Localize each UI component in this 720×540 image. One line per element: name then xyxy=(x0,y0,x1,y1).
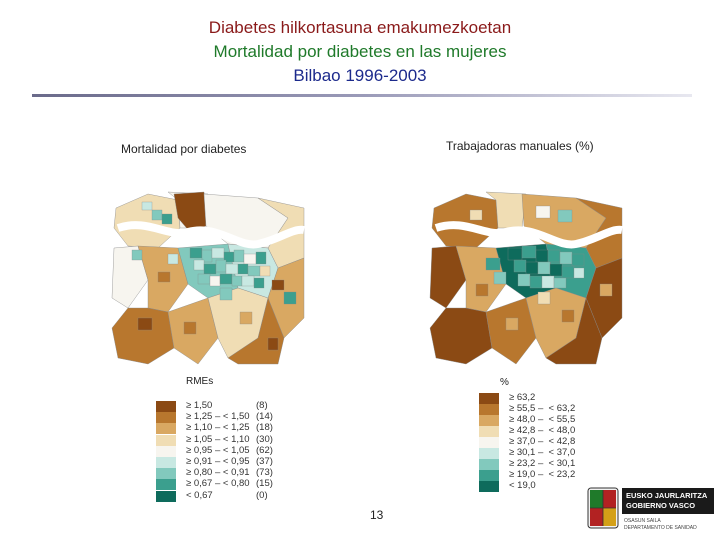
legend-label: < 0,67 xyxy=(186,489,213,501)
legend-swatch xyxy=(479,481,499,492)
legend-right-title: % xyxy=(500,377,509,388)
legend-item: ≥ 37,0 – < 42,8 xyxy=(479,436,619,448)
map-right-manual-workers xyxy=(426,188,626,366)
legend-label: ≥ 42,8 – < 48,0 xyxy=(509,425,576,436)
legend-swatch xyxy=(156,434,176,446)
legend-label: < 19,0 xyxy=(509,480,536,491)
legend-swatch xyxy=(156,490,176,502)
legend-count: (30) xyxy=(256,433,273,445)
legend-item: ≥ 0,67 – < 0,80 (15) xyxy=(156,478,296,491)
legend-swatch xyxy=(479,415,499,426)
legend-item: ≥ 0,95 – < 1,05 (62) xyxy=(156,444,296,457)
map-left-label: Mortalidad por diabetes xyxy=(121,142,247,156)
legend-label: ≥ 1,10 – < 1,25 xyxy=(186,422,250,434)
legend-count: (73) xyxy=(256,467,273,479)
legend-label: ≥ 37,0 – < 42,8 xyxy=(509,436,576,447)
page-number: 13 xyxy=(370,508,384,522)
legend-swatch xyxy=(479,470,499,481)
legend-swatch xyxy=(479,437,499,448)
legend-count: (62) xyxy=(256,444,273,456)
legend-swatch xyxy=(156,423,176,435)
legend-swatch xyxy=(479,459,499,470)
map-left-diabetes-mortality xyxy=(108,188,308,366)
legend-label: ≥ 63,2 xyxy=(509,392,536,403)
legend-label: ≥ 55,5 – < 63,2 xyxy=(509,403,576,414)
legend-label: ≥ 0,91 – < 0,95 xyxy=(186,456,250,467)
legend-label: ≥ 0,80 – < 0,91 xyxy=(186,467,250,479)
legend-swatch xyxy=(156,468,176,480)
title-spanish: Mortalidad por diabetes en las mujeres xyxy=(213,42,507,61)
legend-label: ≥ 1,25 – < 1,50 xyxy=(186,411,250,423)
legend-item: ≥ 30,1 – < 37,0 xyxy=(479,447,619,459)
legend-item: ≥ 19,0 – < 23,2 xyxy=(479,469,619,481)
legend-item: ≥ 1,50 (8) xyxy=(156,400,296,412)
map-right-label: Trabajadoras manuales (%) xyxy=(446,139,594,153)
legend-item: ≥ 42,8 – < 48,0 xyxy=(479,425,619,437)
legend-label: ≥ 0,67 – < 0,80 xyxy=(186,478,250,490)
legend-item: ≥ 1,25 – < 1,50 (14) xyxy=(156,411,296,424)
legend-swatch xyxy=(156,445,176,457)
legend-item: ≥ 23,2 – < 30,1 xyxy=(479,458,619,470)
logo-banner xyxy=(622,488,714,514)
title-basque: Diabetes hilkortasuna emakumezkoetan xyxy=(208,18,512,37)
legend-count: (14) xyxy=(256,411,273,423)
legend-label: ≥ 30,1 – < 37,0 xyxy=(509,447,576,458)
legend-swatch xyxy=(479,393,499,404)
legend-label: ≥ 48,0 – < 55,5 xyxy=(509,414,576,425)
legend-count: (0) xyxy=(256,489,268,501)
legend-count: (37) xyxy=(256,456,273,467)
legend-swatch xyxy=(479,404,499,415)
logo-dept-basque: OSASUN SAILA xyxy=(624,518,661,524)
logo-dept-spanish: DEPARTAMENTO DE SANIDAD xyxy=(624,525,697,531)
legend-swatch xyxy=(156,479,176,491)
legend-item: ≥ 55,5 – < 63,2 xyxy=(479,403,619,415)
legend-left-title: RMEs xyxy=(186,376,214,387)
legend-item: ≥ 0,91 – < 0,95 (37) xyxy=(156,456,296,468)
legend-swatch xyxy=(479,448,499,459)
coat-of-arms-icon xyxy=(587,487,619,529)
legend-label: ≥ 0,95 – < 1,05 xyxy=(186,444,250,456)
subtitle-period: Bilbao 1996-2003 xyxy=(293,66,427,85)
legend-item: ≥ 48,0 – < 55,5 xyxy=(479,414,619,426)
legend-label: ≥ 1,05 – < 1,10 xyxy=(186,433,250,445)
legend-label: ≥ 1,50 xyxy=(186,400,213,411)
government-logo: EUSKO JAURLARITZA GOBIERNO VASCO OSASUN … xyxy=(586,486,716,536)
legend-swatch xyxy=(156,401,176,412)
legend-swatch xyxy=(479,426,499,437)
legend-count: (8) xyxy=(256,400,268,411)
legend-label: ≥ 19,0 – < 23,2 xyxy=(509,469,576,480)
logo-text-spanish: GOBIERNO VASCO xyxy=(626,501,696,510)
legend-swatch xyxy=(156,457,176,468)
legend-item: ≥ 1,05 – < 1,10 (30) xyxy=(156,433,296,446)
legend-item: ≥ 1,10 – < 1,25 (18) xyxy=(156,422,296,435)
legend-swatch xyxy=(156,412,176,424)
legend-label: ≥ 23,2 – < 30,1 xyxy=(509,458,576,469)
legend-item: < 0,67 (0) xyxy=(156,489,296,502)
legend-count: (15) xyxy=(256,478,273,490)
legend-count: (18) xyxy=(256,422,273,434)
legend-item: < 19,0 xyxy=(479,480,619,492)
legend-item: ≥ 0,80 – < 0,91 (73) xyxy=(156,467,296,480)
header-divider xyxy=(32,94,692,97)
legend-item: ≥ 63,2 xyxy=(479,392,619,404)
logo-text-basque: EUSKO JAURLARITZA xyxy=(626,491,708,500)
